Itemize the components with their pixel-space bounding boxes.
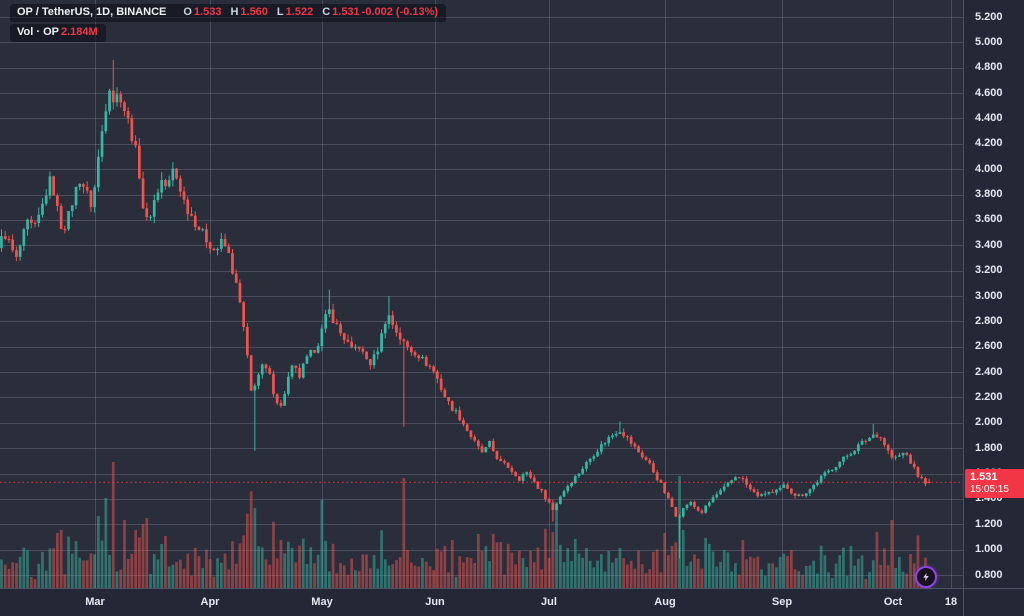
candles bbox=[0, 60, 931, 559]
high-value: 1.560 bbox=[240, 6, 268, 18]
time-axis-label: Jul bbox=[541, 596, 557, 608]
close-value: 1.531 bbox=[332, 6, 360, 18]
volume-label: Vol · OP bbox=[17, 26, 59, 38]
price-axis-label: 3.600 bbox=[975, 213, 1003, 226]
price-axis-label: 0.800 bbox=[975, 568, 1003, 581]
price-axis-label: 1.800 bbox=[975, 441, 1003, 454]
chart-legend: OP / TetherUS, 1D, BINANCE O 1.533 H 1.560 L 1… bbox=[10, 4, 447, 44]
time-axis-label: May bbox=[311, 596, 333, 608]
open-label: O bbox=[183, 6, 192, 18]
time-axis[interactable]: Mar Apr May Jun Jul Aug Sep Oct 18 bbox=[0, 588, 963, 616]
price-axis-label: 2.000 bbox=[975, 416, 1003, 429]
time-axis-label: Mar bbox=[85, 596, 105, 608]
volume-legend-row[interactable]: Vol · OP 2.184M bbox=[10, 24, 106, 42]
volume-bars bbox=[0, 462, 931, 588]
high-label: H bbox=[230, 6, 239, 18]
price-axis-label: 2.200 bbox=[975, 390, 1003, 403]
change-value: -0.002 (-0.13%) bbox=[361, 6, 439, 18]
price-axis-label: 4.000 bbox=[975, 162, 1003, 175]
time-axis-label: Apr bbox=[200, 596, 220, 608]
current-price-badge: 1.531 15:05:15 bbox=[965, 469, 1024, 499]
price-axis-label: 1.200 bbox=[975, 517, 1003, 530]
time-axis-label: Aug bbox=[654, 596, 676, 608]
symbol-legend-row[interactable]: OP / TetherUS, 1D, BINANCE O 1.533 H 1.560 L 1… bbox=[10, 4, 447, 22]
current-price-value: 1.531 bbox=[970, 471, 998, 484]
open-value: 1.533 bbox=[193, 6, 222, 18]
price-axis[interactable]: 5.200 5.000 4.800 4.600 4.400 4.200 4.000 3.800… bbox=[963, 0, 1024, 588]
price-axis-label: 5.000 bbox=[975, 35, 1003, 48]
price-axis-label: 3.200 bbox=[975, 264, 1003, 277]
axis-corner bbox=[963, 588, 1024, 616]
close-label: C bbox=[322, 6, 331, 18]
volume-value: 2.184M bbox=[60, 26, 98, 38]
candlestick-chart[interactable] bbox=[0, 0, 963, 588]
time-axis-label: 18 bbox=[944, 596, 958, 608]
lightning-bolt-icon bbox=[923, 572, 929, 582]
low-label: L bbox=[276, 6, 284, 18]
price-axis-label: 4.400 bbox=[975, 111, 1003, 124]
price-axis-label: 4.800 bbox=[975, 61, 1003, 74]
price-axis-label: 2.400 bbox=[975, 365, 1003, 378]
chart-pane[interactable]: OP / TetherUS, 1D, BINANCE O 1.533 H 1.560 L 1… bbox=[0, 0, 963, 588]
price-axis-label: 3.800 bbox=[975, 188, 1003, 201]
price-axis-label: 2.800 bbox=[975, 314, 1003, 327]
time-axis-label: Sep bbox=[771, 596, 793, 608]
price-axis-label: 5.200 bbox=[975, 10, 1003, 23]
price-axis-label: 3.400 bbox=[975, 238, 1003, 251]
low-value: 1.522 bbox=[285, 6, 314, 18]
symbol-title: OP / TetherUS, 1D, BINANCE bbox=[17, 6, 167, 18]
quick-trade-lightning-icon[interactable] bbox=[915, 566, 937, 588]
price-axis-label: 4.200 bbox=[975, 137, 1003, 150]
time-axis-label: Oct bbox=[883, 596, 903, 608]
price-axis-label: 2.600 bbox=[975, 340, 1003, 353]
price-axis-label: 4.600 bbox=[975, 86, 1003, 99]
price-axis-label: 1.000 bbox=[975, 543, 1003, 556]
grid-lines bbox=[0, 0, 963, 588]
price-axis-label: 3.000 bbox=[975, 289, 1003, 302]
time-axis-label: Jun bbox=[425, 596, 445, 608]
bar-countdown-timer: 15:05:15 bbox=[970, 484, 1009, 496]
